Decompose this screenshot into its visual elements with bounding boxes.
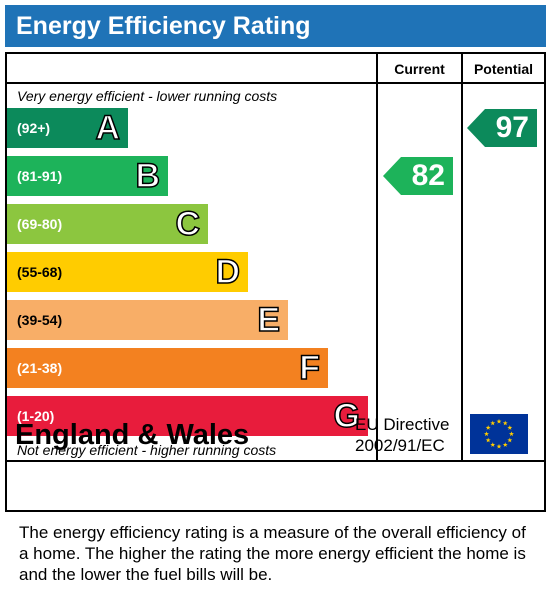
eu-directive: EU Directive 2002/91/EC: [355, 414, 449, 456]
eu-star: [485, 437, 491, 443]
band-range-label: (55-68): [17, 264, 63, 280]
eu-flag-icon: [470, 414, 528, 454]
band-f: (21-38) F: [7, 348, 328, 388]
potential-rating-arrow: 97: [467, 109, 537, 147]
band-letter: B: [135, 157, 161, 195]
eu-star: [507, 425, 513, 430]
band-range-label: (21-38): [17, 360, 63, 376]
directive-line-2: 2002/91/EC: [355, 436, 445, 455]
band-letter: G: [333, 397, 361, 435]
top-caption: Very energy efficient - lower running co…: [17, 88, 278, 104]
eu-star: [502, 420, 508, 426]
rating-chart: Current Potential Very energy efficient …: [5, 52, 546, 512]
band-letter: E: [257, 301, 281, 339]
page-title: Energy Efficiency Rating: [5, 5, 546, 47]
directive-line-1: EU Directive: [355, 415, 450, 434]
band-e: (39-54) E: [7, 300, 288, 340]
band-range-label: (81-91): [17, 168, 63, 184]
current-column-header: Current: [394, 61, 445, 77]
band-letter: A: [95, 109, 121, 147]
current-column-divider: [376, 54, 378, 462]
band-letter: C: [175, 205, 201, 243]
eu-star: [509, 431, 514, 437]
eu-star: [496, 443, 502, 449]
column-header-divider: [7, 82, 544, 84]
band-letter: D: [215, 253, 241, 291]
band-letter: F: [298, 349, 320, 387]
eu-star: [485, 425, 491, 430]
eu-star: [502, 442, 508, 447]
band-b: (81-91) B: [7, 156, 168, 196]
band-d: (55-68) D: [7, 252, 248, 292]
band-g: (1-20) G: [7, 396, 368, 436]
potential-column-header: Potential: [473, 61, 534, 77]
country-label: England & Wales: [15, 419, 250, 451]
band-a: (92+) A: [7, 108, 128, 148]
eu-star: [490, 442, 496, 447]
current-rating-arrow: 82: [383, 157, 453, 195]
band-range-label: (39-54): [17, 312, 63, 328]
band-c: (69-80) C: [7, 204, 208, 244]
footer-divider: [7, 460, 544, 462]
eu-star: [490, 420, 496, 426]
band-range-label: (69-80): [17, 216, 63, 232]
eu-star: [496, 418, 502, 424]
rating-description: The energy efficiency rating is a measur…: [19, 523, 526, 584]
band-range-label: (1-20): [17, 408, 55, 424]
eu-star: [507, 437, 513, 443]
eu-star: [484, 431, 489, 437]
potential-column-divider: [461, 54, 463, 462]
band-range-label: (92+): [17, 120, 51, 136]
bottom-caption: Not energy efficient - higher running co…: [17, 442, 277, 458]
